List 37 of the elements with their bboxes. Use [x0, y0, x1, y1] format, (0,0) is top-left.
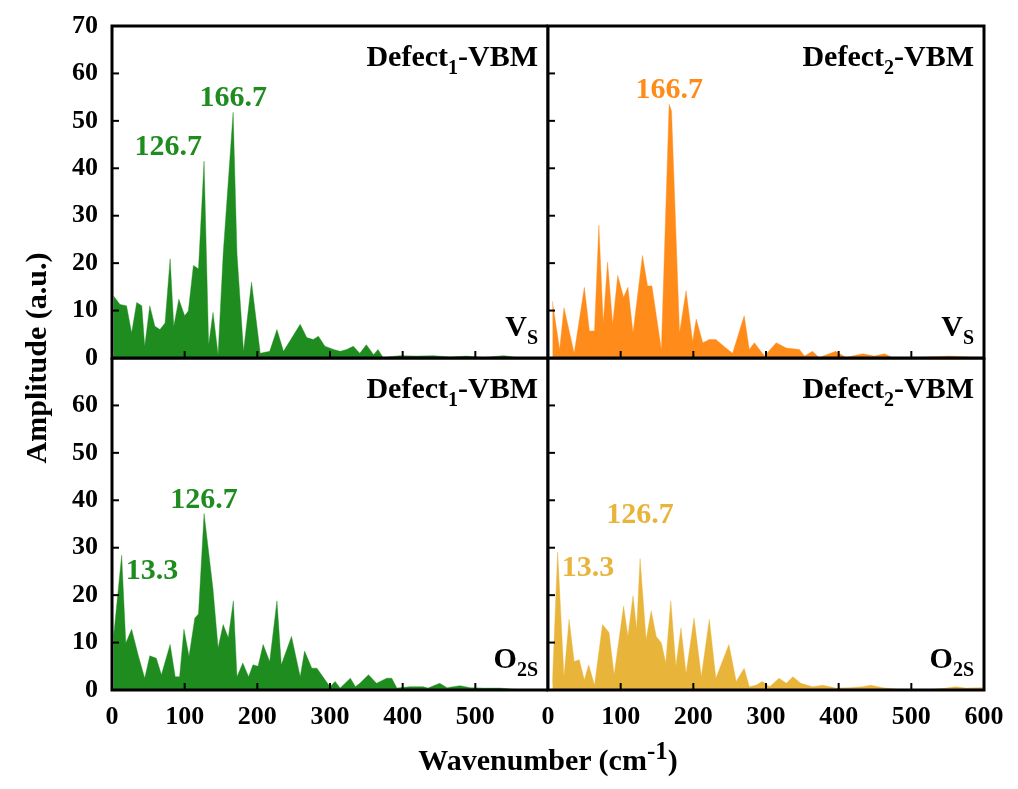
y-tick-label: 20 [72, 578, 98, 608]
x-tick-label: 0 [105, 701, 119, 731]
y-tick-label: 40 [72, 152, 98, 181]
annotation: 126.7 [134, 128, 203, 162]
x-tick-label: 400 [383, 701, 423, 731]
y-tick-label: 0 [85, 673, 98, 703]
y-tick-label: 40 [72, 484, 98, 513]
x-tick-label: 200 [237, 701, 277, 731]
annotation: 13.3 [125, 552, 179, 586]
x-tick-label: 100 [601, 701, 641, 731]
x-tick-label: 500 [891, 701, 931, 731]
y-tick-label: 30 [72, 199, 98, 229]
y-tick-label: 20 [72, 246, 98, 276]
y-tick-label: 10 [72, 626, 98, 656]
y-tick-label: 0 [85, 341, 98, 371]
y-tick-label: 70 [72, 9, 98, 39]
x-tick-label: 300 [746, 701, 786, 731]
x-tick-label: 300 [310, 701, 350, 731]
x-tick-label: 0 [541, 701, 555, 731]
x-tick-label: 100 [165, 701, 205, 731]
x-tick-label: 600 [964, 701, 1004, 731]
y-tick-label: 30 [72, 531, 98, 561]
x-tick-label: 500 [455, 701, 495, 731]
annotation: 166.7 [635, 71, 703, 105]
annotation: 13.3 [561, 548, 615, 582]
annotation: 166.7 [199, 79, 267, 113]
y-tick-label: 50 [72, 104, 98, 134]
annotation: 126.7 [606, 495, 674, 529]
y-tick-label: 10 [72, 294, 98, 324]
x-tick-label: 400 [819, 701, 859, 731]
y-axis-title: Amplitude (a.u.) [19, 252, 53, 464]
annotation: 126.7 [170, 480, 238, 514]
y-tick-label: 60 [72, 57, 98, 87]
x-axis-title: Wavenumber (cm$^{-1}$) [418, 737, 678, 777]
x-tick-label: 200 [673, 701, 713, 731]
y-tick-label: 50 [72, 436, 98, 466]
y-tick-label: 60 [72, 389, 98, 419]
